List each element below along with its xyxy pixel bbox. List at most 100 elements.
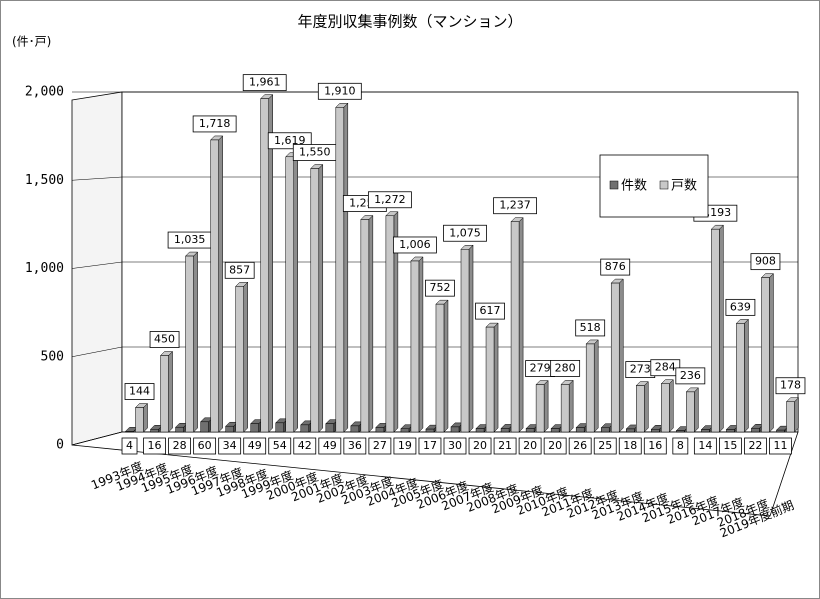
- value-label: 26: [573, 439, 587, 452]
- value-label-box: [243, 437, 267, 455]
- value-label: 30: [448, 439, 462, 452]
- bar-side: [193, 251, 198, 433]
- value-label: 279: [530, 362, 551, 375]
- value-label-box: [443, 224, 487, 242]
- value-label-box: [593, 437, 617, 455]
- bar: [485, 326, 495, 433]
- value-label-box: [193, 437, 217, 455]
- bar-side: [694, 387, 699, 433]
- bar-side: [593, 339, 599, 433]
- bar: [751, 428, 760, 433]
- grid-line: [71, 176, 123, 181]
- bar: [450, 426, 460, 433]
- value-label-box: [493, 197, 537, 215]
- bar: [550, 428, 560, 433]
- value-label-box: [543, 437, 567, 455]
- bar: [560, 384, 570, 433]
- value-label: 1,272: [374, 193, 406, 206]
- bar: [135, 407, 144, 433]
- value-label: 54: [273, 439, 287, 452]
- value-label-box: [393, 437, 417, 455]
- value-label: 4: [126, 439, 133, 452]
- bar-side: [769, 273, 774, 433]
- value-label: 1,237: [499, 199, 531, 212]
- value-label-box: [367, 191, 412, 209]
- value-label-box: [643, 437, 667, 455]
- bar: [510, 221, 520, 433]
- bar-side: [443, 299, 449, 433]
- value-label: 16: [148, 439, 162, 452]
- value-label: 25: [598, 439, 612, 452]
- value-label: 1,035: [174, 233, 206, 246]
- bar: [701, 429, 710, 433]
- bar: [676, 430, 685, 433]
- bar-side: [143, 402, 148, 433]
- value-label: 876: [605, 260, 626, 273]
- value-label: 178: [780, 379, 801, 392]
- value-label-box: [149, 331, 180, 348]
- value-label: 1,910: [324, 84, 356, 97]
- grid-line: [71, 431, 123, 446]
- value-label: 42: [298, 439, 312, 452]
- value-label: 518: [580, 321, 601, 334]
- bar-side: [218, 135, 223, 433]
- value-label-box: [318, 437, 342, 455]
- value-label: 15: [723, 439, 737, 452]
- bar: [500, 428, 510, 433]
- value-label-box: [518, 437, 542, 455]
- value-label-box: [317, 82, 362, 100]
- bar: [400, 428, 410, 433]
- value-label-box: [600, 258, 631, 276]
- value-label: 14: [698, 439, 712, 452]
- bar-side: [293, 152, 298, 433]
- value-label: 17: [423, 439, 437, 452]
- value-label: 144: [129, 385, 150, 398]
- bar: [375, 427, 385, 433]
- value-label: 1,961: [249, 76, 281, 89]
- bar-side: [418, 256, 424, 433]
- side-wall: [71, 91, 123, 446]
- bar: [525, 428, 535, 433]
- value-label-box: [769, 437, 792, 455]
- value-label: 49: [248, 439, 262, 452]
- value-label-box: [475, 302, 505, 320]
- y-tick-label: 1,500: [25, 173, 64, 188]
- bar: [626, 428, 635, 433]
- value-label-box: [192, 115, 237, 133]
- value-label-box: [693, 437, 717, 455]
- legend-label: 件数: [621, 179, 647, 194]
- value-label: 236: [680, 369, 701, 382]
- bar-side: [468, 244, 474, 433]
- value-label: 1,550: [299, 146, 331, 159]
- value-label-box: [744, 437, 767, 455]
- bar-side: [568, 379, 574, 433]
- value-label-box: [268, 437, 292, 455]
- bar: [776, 429, 785, 433]
- bar: [636, 385, 645, 433]
- bar: [325, 423, 335, 433]
- y-tick-label: 500: [41, 349, 64, 364]
- bar-side: [493, 322, 499, 433]
- y-tick-label: 2,000: [25, 85, 64, 100]
- bar-side: [744, 318, 749, 433]
- value-label-box: [719, 437, 742, 455]
- grid-line: [71, 261, 123, 269]
- value-label-box: [168, 437, 191, 455]
- value-label-box: [550, 359, 581, 377]
- value-label-box: [393, 236, 437, 254]
- value-label-box: [725, 298, 756, 316]
- bar: [225, 425, 234, 433]
- value-label-box: [124, 383, 155, 400]
- bar: [300, 424, 310, 433]
- value-label-box: [425, 279, 455, 297]
- bar: [125, 431, 134, 433]
- value-label: 28: [173, 439, 187, 452]
- value-label: 16: [648, 439, 662, 452]
- bar: [200, 421, 209, 433]
- bar: [475, 428, 485, 433]
- value-label: 284: [655, 361, 676, 374]
- value-label-box: [418, 437, 442, 455]
- value-label-box: [775, 377, 806, 395]
- bar-side: [518, 217, 524, 433]
